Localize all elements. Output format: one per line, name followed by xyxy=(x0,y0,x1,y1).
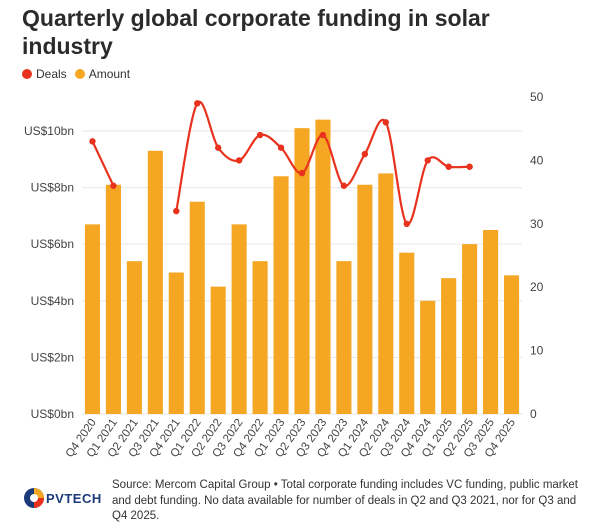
y-left-tick-label: US$2bn xyxy=(31,350,74,364)
chart-title: Quarterly global corporate funding in so… xyxy=(22,5,490,59)
deals-swatch-icon xyxy=(22,69,32,79)
y-left-tick-label: US$6bn xyxy=(31,237,74,251)
deals-point xyxy=(382,119,390,126)
bar-amount xyxy=(420,300,436,414)
bar-amount xyxy=(126,261,142,414)
y-right-tick-label: 30 xyxy=(530,217,544,231)
bar-amount xyxy=(252,261,268,414)
bar-amount xyxy=(357,184,373,414)
deals-point xyxy=(214,144,222,151)
y-right-tick-label: 10 xyxy=(530,344,544,358)
source-note: Source: Mercom Capital Group • Total cor… xyxy=(112,479,578,522)
deals-point xyxy=(194,100,201,107)
deals-point xyxy=(340,182,348,189)
bar-amount xyxy=(273,176,289,414)
deals-point xyxy=(403,220,410,227)
y-left-tick-label: US$4bn xyxy=(31,294,74,308)
bar-amount xyxy=(336,261,352,414)
y-left-tick-label: US$10bn xyxy=(24,124,74,138)
y-left-tick-label: US$0bn xyxy=(31,407,74,421)
bar-amount xyxy=(105,184,121,414)
y-right-tick-label: 40 xyxy=(530,153,544,167)
deals-point xyxy=(445,163,452,170)
deals-point xyxy=(173,207,180,215)
legend: Deals Amount xyxy=(22,67,130,81)
y-right-tick-label: 20 xyxy=(530,280,544,294)
deals-line xyxy=(91,140,115,187)
deals-point xyxy=(319,131,327,139)
bar-amount xyxy=(441,278,457,414)
bar-amount xyxy=(189,201,205,414)
deals-point xyxy=(110,182,117,189)
bar-amount xyxy=(503,275,520,414)
logo-text: PVTECH xyxy=(46,491,102,506)
deals-point xyxy=(256,131,264,139)
bar-amount xyxy=(168,272,184,414)
amount-swatch-icon xyxy=(74,69,85,79)
bar-amount xyxy=(483,230,499,414)
y-right-tick-label: 0 xyxy=(530,407,537,421)
bar-amount xyxy=(147,150,163,414)
deals-point xyxy=(89,138,96,145)
bar-amount xyxy=(231,224,247,414)
chart-area: US$0bn US$2bn US$4bn US$6bn US$8bn US$10bn 0 10… xyxy=(24,90,544,460)
bar-amount xyxy=(462,244,478,414)
bar-amount xyxy=(315,119,331,415)
y-left-tick-label: US$8bn xyxy=(31,181,74,195)
deals-point xyxy=(466,163,473,170)
deals-point xyxy=(235,157,243,164)
legend-label-deals: Deals xyxy=(36,67,67,81)
bar-amount xyxy=(294,128,310,415)
legend-label-amount: Amount xyxy=(88,67,131,81)
bar-amount xyxy=(399,252,415,414)
deals-point xyxy=(298,169,306,177)
bar-amount xyxy=(210,286,226,414)
y-right-tick-label: 50 xyxy=(530,90,544,104)
deals-point xyxy=(277,144,285,151)
legend-item-deals: Deals xyxy=(22,67,67,81)
legend-item-amount: Amount xyxy=(74,67,131,81)
bar-amount xyxy=(378,173,394,414)
pvtech-logo-icon xyxy=(24,488,44,508)
bar-amount xyxy=(84,224,101,414)
deals-point xyxy=(424,157,431,164)
deals-point xyxy=(361,150,369,158)
